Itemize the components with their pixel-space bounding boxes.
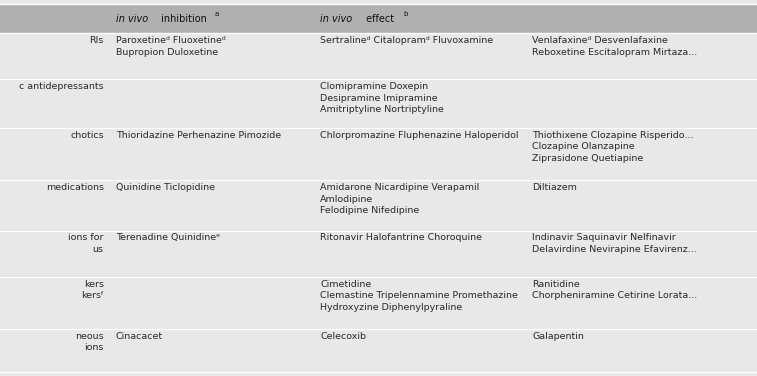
Text: Ranitidine
Chorpheniramine Cetirine Lorata...: Ranitidine Chorpheniramine Cetirine Lora… <box>532 280 697 300</box>
Text: Thiothixene Clozapine Risperidо...
Clozapine Olanzapine
Ziprasidone Quetiapine: Thiothixene Clozapine Risperidо... Cloza… <box>532 131 693 163</box>
Text: Galapentin: Galapentin <box>532 332 584 341</box>
Text: Celecoxib: Celecoxib <box>320 332 366 341</box>
Text: RIs: RIs <box>89 36 104 45</box>
Text: Cimetidine
Clemastine Tripelennamine Promethazine
Hydroxyzine Diphenylpyraline: Cimetidine Clemastine Tripelennamine Pro… <box>320 280 518 312</box>
Text: effect: effect <box>363 14 394 24</box>
Text: medications: medications <box>45 183 104 193</box>
Text: Sertralineᵈ Citalopramᵈ Fluvoxamine: Sertralineᵈ Citalopramᵈ Fluvoxamine <box>320 36 494 45</box>
Bar <box>0 4 757 33</box>
Text: Ritonavir Halofantrine Choroquine: Ritonavir Halofantrine Choroquine <box>320 233 482 242</box>
Text: a: a <box>214 11 219 17</box>
Text: inhibition: inhibition <box>158 14 207 24</box>
Text: Chlorpromazine Fluphenazine Haloperidol: Chlorpromazine Fluphenazine Haloperidol <box>320 131 519 140</box>
Text: Amidarone Nicardipine Verapamil
Amlodipine
Felodipine Nifedipine: Amidarone Nicardipine Verapamil Amlodipi… <box>320 183 479 215</box>
Text: neous
ions: neous ions <box>75 332 104 352</box>
Text: in vivo: in vivo <box>116 14 148 24</box>
Text: Terenadine Quinidineᵉ: Terenadine Quinidineᵉ <box>116 233 220 242</box>
Bar <box>0 79 757 128</box>
Bar <box>0 276 757 329</box>
Bar <box>0 180 757 230</box>
Text: Cinacacet: Cinacacet <box>116 332 163 341</box>
Text: c antidepressants: c antidepressants <box>19 82 104 91</box>
Bar <box>0 128 757 180</box>
Text: Indinavir Saquinavir Nelfinavir
Delavirdine Nevirapine Efavirenz...: Indinavir Saquinavir Nelfinavir Delavird… <box>532 233 697 254</box>
Bar <box>0 329 757 372</box>
Text: Diltiazem: Diltiazem <box>532 183 577 193</box>
Bar <box>0 230 757 276</box>
Text: kers
kersᶠ: kers kersᶠ <box>81 280 104 300</box>
Text: Venlafaxineᵈ Desvenlafaxine
Reboxetine Escitalopram Mirtaza...: Venlafaxineᵈ Desvenlafaxine Reboxetine E… <box>532 36 697 56</box>
Text: ions for
us: ions for us <box>68 233 104 254</box>
Text: Thioridazine Perhenazine Pimozide: Thioridazine Perhenazine Pimozide <box>116 131 281 140</box>
Text: in vivo: in vivo <box>320 14 353 24</box>
Bar <box>0 33 757 79</box>
Text: Paroxetineᵈ Fluoxetineᵈ
Bupropion Duloxetine: Paroxetineᵈ Fluoxetineᵈ Bupropion Duloxe… <box>116 36 226 56</box>
Text: Clomipramine Doxepin
Desipramine Imipramine
Amitriptyline Nortriptyline: Clomipramine Doxepin Desipramine Imipram… <box>320 82 444 114</box>
Text: Quinidine Ticlopidine: Quinidine Ticlopidine <box>116 183 215 193</box>
Text: chotics: chotics <box>70 131 104 140</box>
Text: b: b <box>403 11 408 17</box>
